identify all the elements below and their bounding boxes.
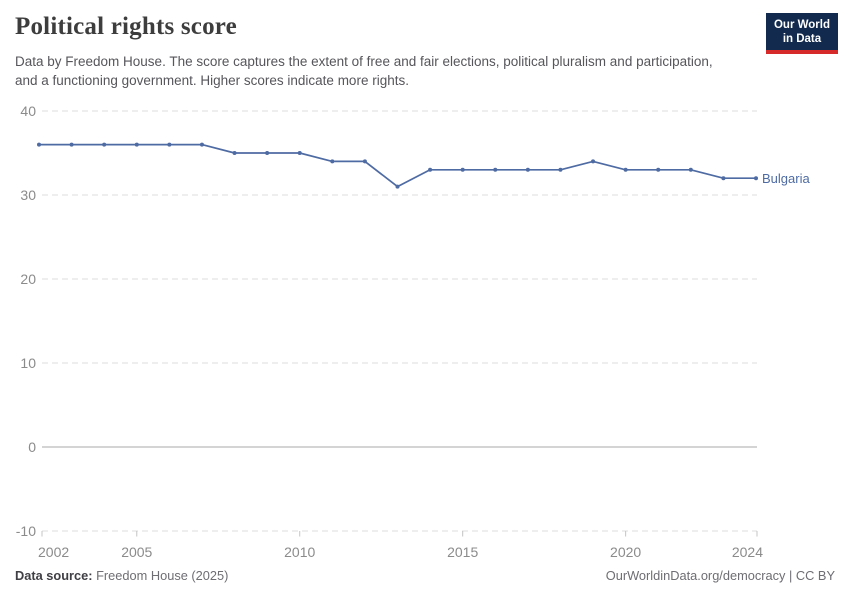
- x-axis-tick-label: 2024: [732, 544, 763, 560]
- data-source-label: Data source:: [15, 568, 93, 583]
- x-axis-tick-label: 2005: [121, 544, 152, 560]
- owid-logo-line1: Our World: [773, 19, 830, 31]
- data-point-2013[interactable]: [395, 184, 400, 189]
- data-source-value: Freedom House (2025): [92, 568, 229, 583]
- chart-footer: Data source: Freedom House (2025) OurWor…: [15, 568, 835, 588]
- series-label-bulgaria[interactable]: Bulgaria: [762, 171, 810, 186]
- attribution-link[interactable]: OurWorldinData.org/democracy | CC BY: [605, 568, 835, 583]
- x-axis-tick-label: 2015: [447, 544, 478, 560]
- y-axis-tick-label: 40: [20, 103, 36, 119]
- chart-subtitle: Data by Freedom House. The score capture…: [15, 54, 713, 88]
- data-point-2009[interactable]: [265, 151, 270, 155]
- y-axis-tick-label: 0: [28, 439, 36, 455]
- x-axis-tick-label: 2010: [284, 544, 315, 560]
- data-point-2024[interactable]: [754, 176, 758, 181]
- data-point-2006[interactable]: [167, 142, 172, 147]
- owid-logo[interactable]: Our World in Data: [765, 13, 838, 54]
- data-point-2015[interactable]: [460, 167, 465, 172]
- page-title: Political rights score: [15, 13, 237, 40]
- data-point-2022[interactable]: [688, 167, 693, 172]
- bulgaria-line[interactable]: [39, 143, 756, 188]
- y-axis-tick-label: 20: [20, 271, 36, 287]
- data-point-2012[interactable]: [362, 159, 367, 164]
- data-point-2018[interactable]: [558, 167, 563, 172]
- x-axis-tick-label: 2020: [610, 544, 641, 560]
- y-axis-tick-label: -10: [16, 523, 36, 539]
- data-point-2008[interactable]: [232, 151, 237, 155]
- y-axis-tick-label: 30: [20, 187, 36, 203]
- owid-logo-line2: in Data: [782, 33, 822, 45]
- data-point-2021[interactable]: [656, 167, 661, 172]
- data-point-2002[interactable]: [37, 142, 41, 147]
- data-point-2010[interactable]: [297, 151, 302, 155]
- data-point-2023[interactable]: [721, 176, 726, 181]
- data-point-2014[interactable]: [428, 167, 433, 172]
- data-point-2004[interactable]: [102, 142, 107, 147]
- data-point-2016[interactable]: [493, 167, 498, 172]
- data-source: Data source: Freedom House (2025): [15, 568, 228, 583]
- data-point-2003[interactable]: [69, 142, 74, 147]
- data-point-2005[interactable]: [134, 142, 139, 147]
- x-axis-tick-label: 2002: [38, 544, 69, 560]
- data-point-2011[interactable]: [330, 159, 335, 164]
- y-axis-tick-label: 10: [20, 355, 36, 371]
- data-point-2020[interactable]: [623, 167, 628, 172]
- data-point-2019[interactable]: [591, 159, 596, 164]
- data-point-2007[interactable]: [199, 142, 204, 147]
- data-point-2017[interactable]: [525, 167, 530, 172]
